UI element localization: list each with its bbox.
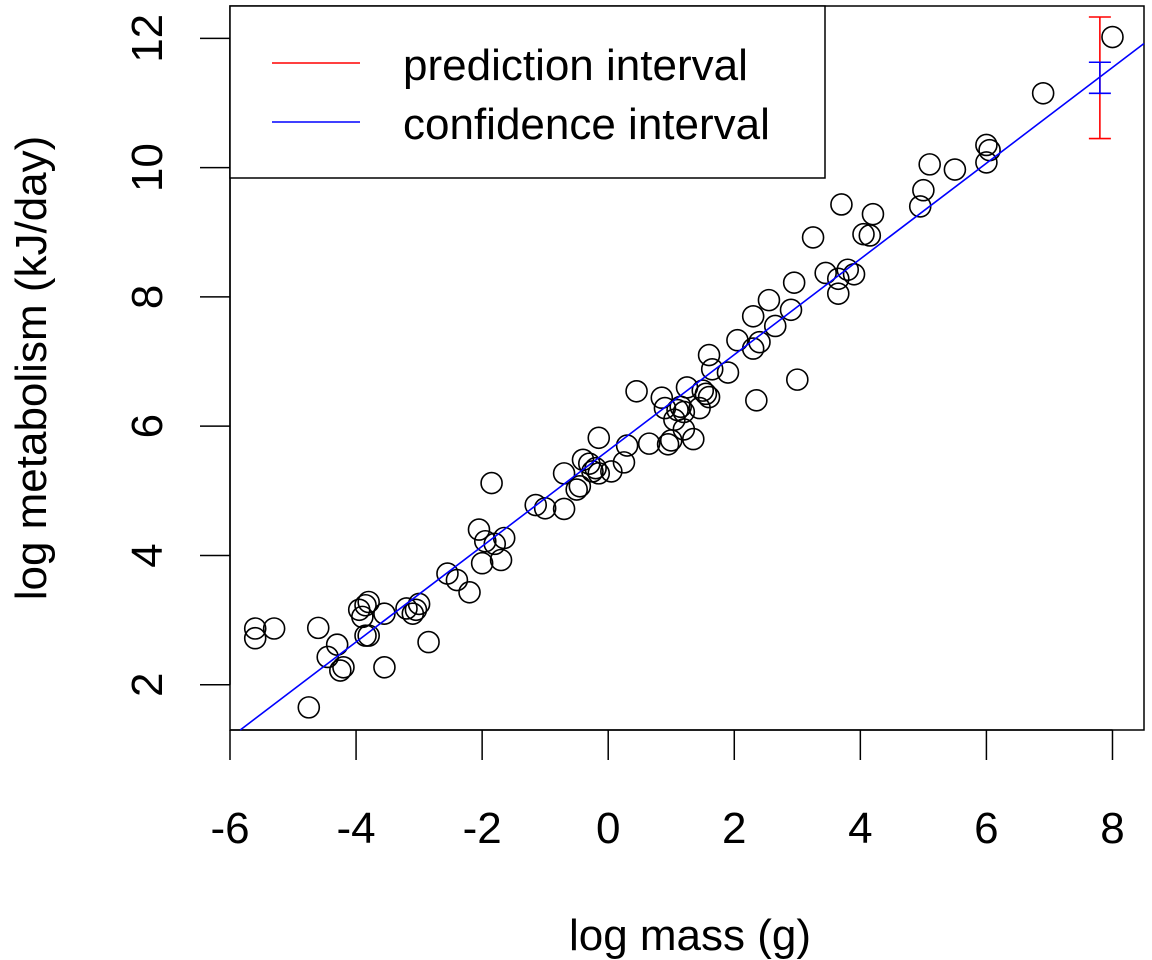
data-point [625,379,648,403]
data-point [745,389,768,412]
data-point [716,361,740,384]
data-point [814,261,837,285]
data-point [975,151,998,174]
data-point [306,616,330,640]
legend: prediction interval confidence interval [229,5,826,179]
data-point [357,590,380,614]
x-tick-label: 0 [596,804,620,853]
data-point [332,655,355,679]
data-point [748,330,771,354]
data-point [354,593,377,617]
x-axis: -6 -4 -2 0 2 4 6 8 [210,729,1125,853]
data-point [830,193,853,216]
data-point [615,434,639,457]
data-point [826,282,850,305]
data-point [694,382,718,406]
data-point [373,655,396,679]
data-point [637,432,661,455]
data-point [325,633,349,656]
data-point [587,462,611,485]
data-point [467,518,491,541]
x-axis-label: log mass (g) [569,911,811,960]
data-point [243,617,267,640]
data-point [763,314,787,338]
x-tick-label: -2 [463,804,502,853]
y-axis-label: log metabolism (kJ/day) [7,136,56,601]
data-point [801,226,825,249]
x-tick-label: 2 [722,804,746,853]
data-point [1101,25,1124,49]
data-point [697,343,721,367]
data-point [600,460,623,483]
interval-bars [1088,16,1111,140]
legend-label-prediction: prediction interval [403,41,748,90]
legend-box [229,5,826,179]
data-point [243,626,267,650]
data-point [587,426,611,450]
data-point [458,581,481,604]
y-tick-label: 4 [123,543,172,567]
data-point [417,630,440,654]
x-tick-label: 4 [848,804,872,853]
data-point [650,386,674,410]
data-point [568,474,592,498]
data-point [524,493,548,517]
y-axis: 2 4 6 8 10 12 [123,14,231,697]
data-point [262,617,286,640]
data-point [757,288,781,312]
data-point [656,432,680,456]
data-point [675,376,699,399]
x-tick-label: -6 [210,804,249,853]
x-tick-label: 8 [1100,804,1124,853]
data-point [826,267,850,291]
data-point [682,427,705,451]
data-point [975,133,998,157]
data-point [691,379,715,402]
data-point [552,497,576,521]
data-point [373,602,396,625]
data-point [470,551,494,575]
fit-line [239,42,1145,731]
data-point [612,451,636,474]
data-point [978,138,1001,162]
data-point [565,478,588,501]
data-point [943,158,967,181]
data-point [480,471,503,495]
legend-label-confidence: confidence interval [403,100,770,149]
data-point [741,304,765,328]
data-point [489,548,513,572]
data-point [316,645,340,669]
data-point [700,357,724,381]
data-point [912,178,935,202]
data-point [1031,81,1055,105]
y-tick-label: 12 [123,14,172,63]
data-point [297,696,321,719]
y-tick-label: 2 [123,673,172,697]
data-point [697,385,721,409]
data-points [243,25,1124,719]
data-point [861,202,885,226]
fit-line-group [239,42,1145,731]
data-point [653,396,677,420]
x-tick-label: -4 [337,804,376,853]
data-point [672,400,696,424]
y-tick-label: 8 [123,285,172,309]
data-point [782,271,806,294]
data-point [786,368,809,391]
data-point [329,659,352,682]
x-tick-label: 6 [974,804,998,853]
data-point [836,258,860,282]
y-tick-label: 10 [123,143,172,192]
data-point [395,597,418,620]
data-point [473,529,497,553]
data-point [404,598,428,622]
data-point [779,298,803,322]
y-tick-label: 6 [123,414,172,438]
data-point [918,153,941,176]
data-point [842,262,866,286]
data-point [357,624,380,647]
data-point [445,568,469,592]
